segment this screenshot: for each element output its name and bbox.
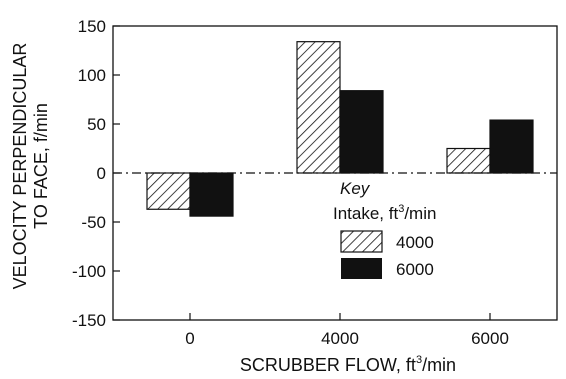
y-tick-label: 100 [78,66,106,85]
legend-label-series-2: 6000 [396,260,434,279]
legend: Key Intake, ft3/min 4000 6000 [333,179,436,279]
legend-title: Key [340,179,371,198]
x-tick-label: 4000 [321,329,359,348]
x-tick-label: 0 [185,329,194,348]
y-tick-label: -100 [72,262,106,281]
bar-6000-4000 [339,90,384,174]
y-axis-title-line1: VELOCITY PERPENDICULAR [10,43,30,290]
y-tick-label: -150 [72,311,106,330]
y-tick-label: -50 [81,213,106,232]
legend-swatch-solid [341,258,382,279]
x-axis-title: SCRUBBER FLOW, ft3/min [240,354,456,375]
bar-4000-6000 [446,147,491,174]
y-axis-ticks: 150 100 50 0 -50 -100 -150 [72,17,120,330]
bar-6000-6000 [489,119,534,174]
y-tick-label: 50 [87,115,106,134]
x-axis-ticks: 0 4000 6000 [185,313,509,348]
x-tick-label: 6000 [471,329,509,348]
y-tick-label: 0 [97,164,106,183]
y-axis-title-line2: TO FACE, f/min [31,103,51,229]
bar-6000-0 [189,172,234,217]
legend-swatch-hatched [340,230,383,253]
y-tick-label: 150 [78,17,106,36]
plot-frame [112,25,558,321]
bars [146,41,534,217]
legend-label-series-1: 4000 [396,233,434,252]
bar-4000-0 [146,172,191,210]
legend-subtitle: Intake, ft3/min [333,203,436,223]
bar-4000-4000 [296,41,341,174]
